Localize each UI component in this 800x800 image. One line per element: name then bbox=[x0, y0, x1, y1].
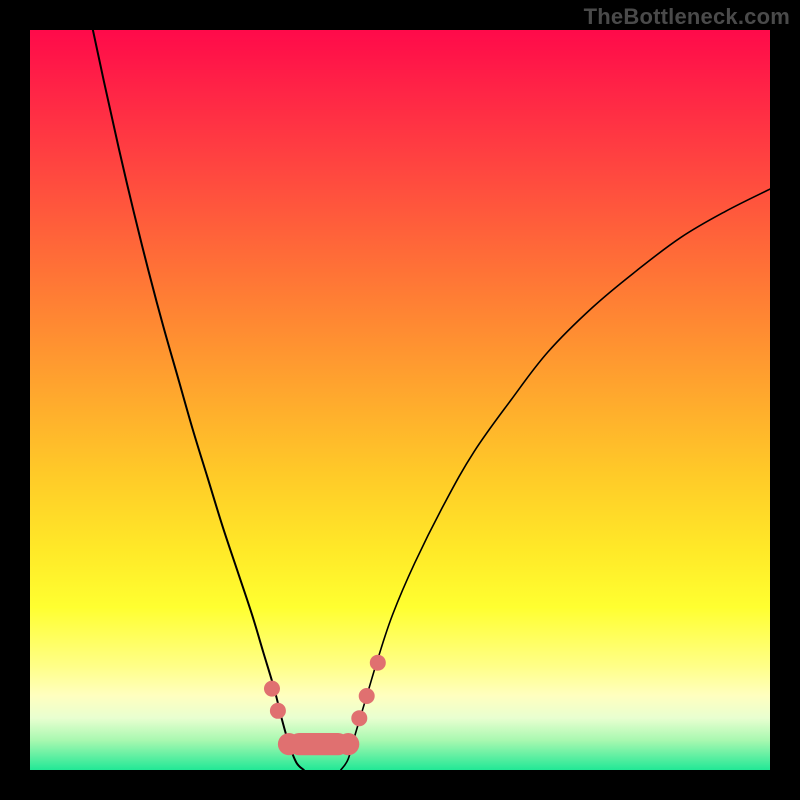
track-bead-icon bbox=[359, 688, 375, 704]
plot-background bbox=[30, 30, 770, 770]
bottleneck-chart bbox=[0, 0, 800, 800]
track-cap-icon bbox=[337, 733, 359, 755]
track-bead-icon bbox=[370, 655, 386, 671]
watermark-text: TheBottleneck.com bbox=[584, 4, 790, 30]
track-bead-icon bbox=[264, 681, 280, 697]
chart-svg bbox=[0, 0, 800, 800]
track-bead-icon bbox=[351, 710, 367, 726]
track-cap-icon bbox=[278, 733, 300, 755]
track-bead-icon bbox=[270, 703, 286, 719]
